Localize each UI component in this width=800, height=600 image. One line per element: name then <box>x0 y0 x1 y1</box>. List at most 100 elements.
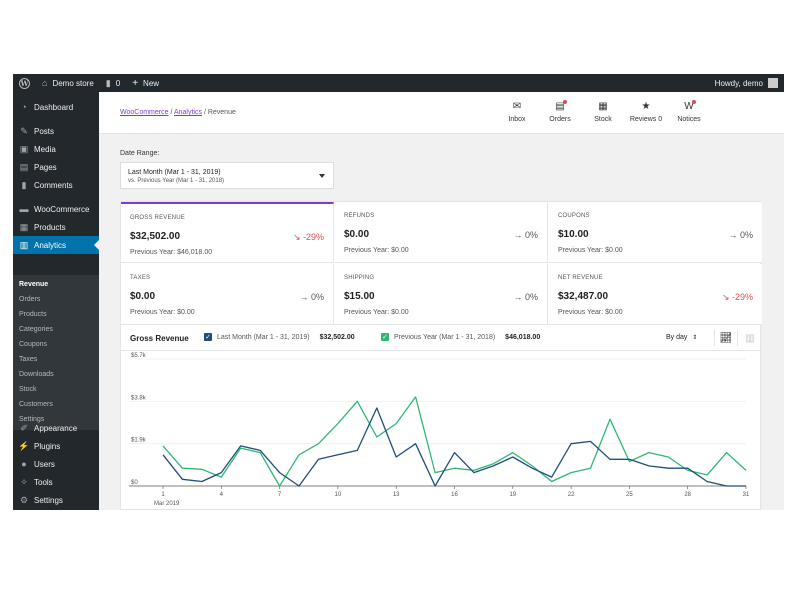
header-orders-button[interactable]: ▤ Orders <box>540 100 580 123</box>
summary-card-refunds[interactable]: REFUNDS $0.00 Previous Year: $0.00 → 0% <box>335 202 548 263</box>
header-stock-button[interactable]: ▦ Stock <box>583 101 623 123</box>
sidebar-item-label: Settings <box>34 495 63 505</box>
summary-delta-value: 0% <box>739 230 753 240</box>
comments-count: 0 <box>115 78 121 88</box>
x-tick-label: 7 <box>278 492 282 498</box>
submenu-item-settings[interactable]: Settings <box>19 416 45 423</box>
submenu-item-revenue[interactable]: Revenue <box>19 281 49 288</box>
header-icon-label: Notices <box>677 116 701 123</box>
summary-delta: → 0% <box>513 230 538 240</box>
date-range-picker[interactable]: Last Month (Mar 1 - 31, 2019) vs. Previo… <box>120 162 334 189</box>
summary-card-taxes[interactable]: TAXES $0.00 Previous Year: $0.00 → 0% <box>121 264 334 325</box>
sidebar-item-media[interactable]: ▣ Media <box>13 140 99 158</box>
submenu-item-customers[interactable]: Customers <box>19 401 53 408</box>
submenu-item-downloads[interactable]: Downloads <box>19 371 54 378</box>
sidebar-item-appearance[interactable]: ✐ Appearance <box>13 419 99 437</box>
x-tick-label: 4 <box>220 492 224 498</box>
up-down-arrows-icon: ⇕ <box>692 335 698 341</box>
orders-icon: ▤ <box>555 101 565 112</box>
summary-label: COUPONS <box>558 213 590 219</box>
y-tick-label: $1.9k <box>131 438 147 444</box>
sidebar-item-users[interactable]: ● Users <box>13 455 99 473</box>
submenu-item-orders[interactable]: Orders <box>19 296 41 303</box>
header-reviews-button[interactable]: ★ Reviews 0 <box>626 101 666 123</box>
breadcrumb-separator: / <box>203 109 208 116</box>
summary-previous: Previous Year: $46,018.00 <box>130 249 213 256</box>
comment-icon: ▮ <box>21 179 27 190</box>
admin-bar: W ⌂ Demo store ▮ 0 + New Howdy, demo <box>13 74 784 92</box>
x-axis-month-label: Mar 2019 <box>154 501 180 507</box>
sidebar-item-settings[interactable]: ⚙ Settings <box>13 491 99 509</box>
sidebar-item-products[interactable]: ▦ Products <box>13 218 99 236</box>
summary-delta: ↘ -29% <box>722 292 753 303</box>
comment-icon: ▮ <box>105 77 111 88</box>
bar-chart-toggle[interactable]: ▥ <box>738 330 762 346</box>
checkbox-checked-icon: ✓ <box>204 333 212 341</box>
interval-value: By day <box>666 334 688 341</box>
chart-title: Gross Revenue <box>130 334 189 343</box>
legend-current-period[interactable]: ✓ Last Month (Mar 1 - 31, 2019) $32,502.… <box>204 333 355 341</box>
comments-link[interactable]: ▮ 0 <box>100 74 126 92</box>
legend-previous-period[interactable]: ✓ Previous Year (Mar 1 - 31, 2018) $46,0… <box>381 333 540 341</box>
summary-card-net-revenue[interactable]: NET REVENUE $32,487.00 Previous Year: $0.0… <box>549 264 762 325</box>
breadcrumb-woocommerce-link[interactable]: WooCommerce <box>120 109 169 116</box>
sidebar-item-dashboard[interactable]: ◔ Dashboard <box>13 98 99 116</box>
sidebar-item-tools[interactable]: ✧ Tools <box>13 473 99 491</box>
sidebar-item-label: Appearance <box>34 423 78 433</box>
x-tick-label: 1 <box>161 492 165 498</box>
summary-card-gross-revenue[interactable]: GROSS REVENUE $32,502.00 Previous Year: $4… <box>121 202 334 263</box>
summary-value: $32,487.00 <box>558 291 609 302</box>
howdy-text: Howdy, demo <box>714 78 763 88</box>
chevron-down-icon <box>319 174 325 178</box>
home-icon: ⌂ <box>42 78 48 88</box>
submenu-item-products[interactable]: Products <box>19 311 47 318</box>
submenu-item-categories[interactable]: Categories <box>19 326 53 333</box>
sidebar-item-comments[interactable]: ▮ Comments <box>13 176 99 194</box>
date-range-label: Date Range: <box>120 150 160 157</box>
site-name: Demo store <box>52 78 94 88</box>
checkbox-checked-icon: ✓ <box>381 333 389 341</box>
sidebar-item-plugins[interactable]: ⚡ Plugins <box>13 437 99 455</box>
breadcrumb-analytics-link[interactable]: Analytics <box>173 109 202 116</box>
notification-dot <box>692 100 696 104</box>
arrow-down-right-icon: ↘ <box>721 292 732 302</box>
summary-delta-value: 0% <box>524 230 538 240</box>
sidebar-item-woocommerce[interactable]: ▬ WooCommerce <box>13 200 99 218</box>
site-name-link[interactable]: ⌂ Demo store <box>36 74 100 92</box>
summary-card-shipping[interactable]: SHIPPING $15.00 Previous Year: $0.00 → 0% <box>335 264 548 325</box>
header-icon-label: Orders <box>549 116 571 123</box>
sidebar-item-label: Products <box>34 222 66 232</box>
summary-delta: ↘ -29% <box>293 232 324 243</box>
summary-value: $32,502.00 <box>130 231 181 242</box>
wordpress-icon: W <box>19 77 30 89</box>
submenu-item-taxes[interactable]: Taxes <box>19 356 38 363</box>
header-icon-label: Stock <box>594 116 612 123</box>
x-tick-label: 28 <box>684 492 691 498</box>
account-menu[interactable]: Howdy, demo <box>709 74 784 92</box>
arrow-right-icon: → <box>513 292 525 302</box>
legend-previous-label: Previous Year (Mar 1 - 31, 2018) <box>394 333 496 341</box>
sidebar-item-analytics[interactable]: ▥ Analytics <box>13 236 99 254</box>
submenu-item-coupons[interactable]: Coupons <box>19 341 48 348</box>
breadcrumb-separator: / <box>170 109 174 116</box>
sidebar-item-label: Media <box>34 144 56 154</box>
y-tick-label: $5.7k <box>131 353 147 359</box>
new-content-button[interactable]: + New <box>126 74 165 92</box>
submenu-item-stock[interactable]: Stock <box>19 386 37 393</box>
breadcrumb: WooCommerce / Analytics / Revenue <box>120 109 236 116</box>
sidebar-item-pages[interactable]: ▤ Pages <box>13 158 99 176</box>
summary-card-coupons[interactable]: COUPONS $10.00 Previous Year: $0.00 → 0% <box>549 202 762 263</box>
media-icon: ▣ <box>19 143 29 154</box>
wp-logo-button[interactable]: W <box>13 74 36 92</box>
sidebar-item-posts[interactable]: ✎ Posts <box>13 122 99 140</box>
sidebar-item-label: Analytics <box>34 240 67 250</box>
line-chart-toggle[interactable]: 📈︎ <box>714 330 738 346</box>
interval-select[interactable]: By day ⇕ <box>666 334 697 341</box>
summary-value: $15.00 <box>344 291 375 302</box>
x-tick-label: 16 <box>451 492 458 498</box>
header-inbox-button[interactable]: ✉ Inbox <box>497 101 537 123</box>
header-notices-button[interactable]: W Notices <box>669 100 709 123</box>
summary-previous: Previous Year: $0.00 <box>130 309 195 316</box>
app-window: W ⌂ Demo store ▮ 0 + New Howdy, demo Rev… <box>13 74 784 510</box>
x-tick-label: 22 <box>568 492 575 498</box>
